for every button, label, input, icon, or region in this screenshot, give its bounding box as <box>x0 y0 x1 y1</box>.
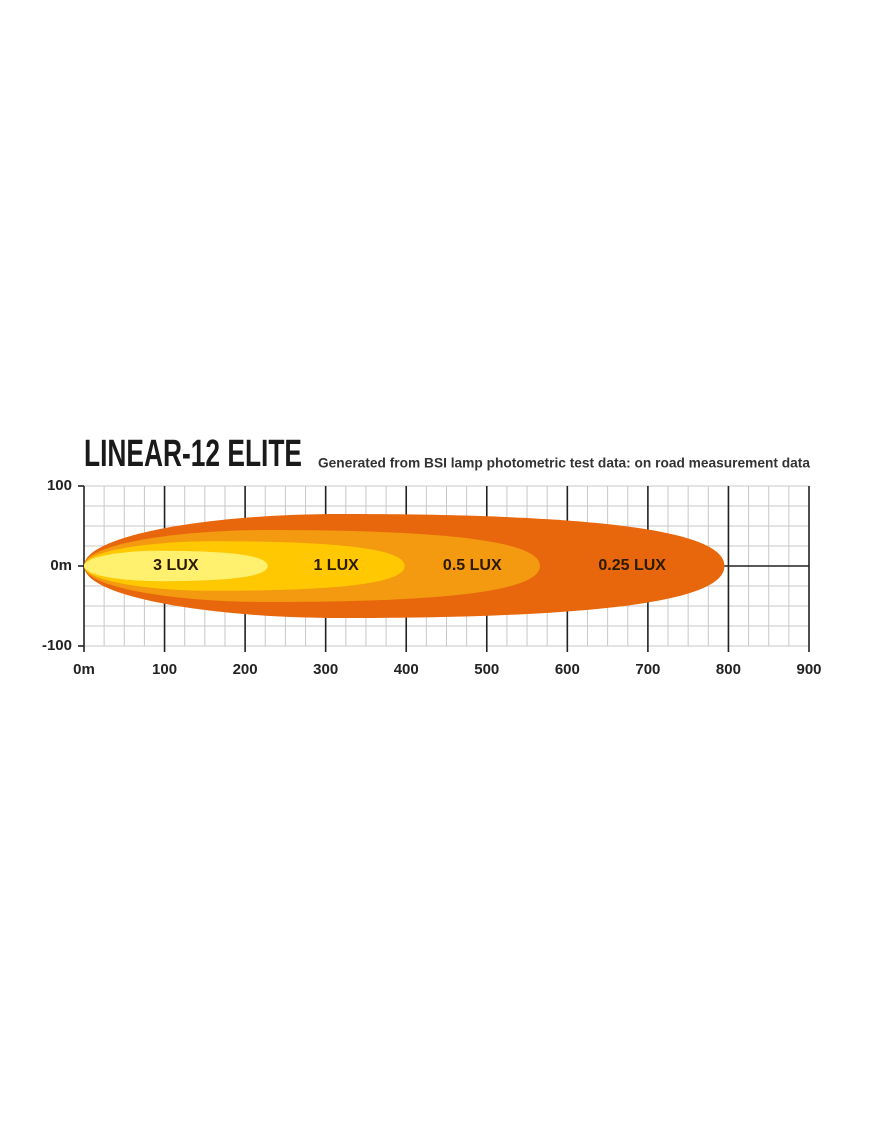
chart-subtitle: Generated from BSI lamp photometric test… <box>318 456 810 471</box>
x-tick-label: 200 <box>233 661 258 678</box>
x-tick-label: 700 <box>635 661 660 678</box>
x-tick-label: 600 <box>555 661 580 678</box>
beam-zone <box>84 550 268 582</box>
y-tick-label: 0m <box>50 557 72 574</box>
zone-label: 0.25 LUX <box>598 557 666 574</box>
zone-label: 3 LUX <box>153 557 199 574</box>
y-tick-label: 100 <box>47 477 72 494</box>
y-tick-label: -100 <box>42 637 72 654</box>
x-tick-label: 400 <box>394 661 419 678</box>
zone-label: 0.5 LUX <box>443 557 502 574</box>
x-tick-label: 500 <box>474 661 499 678</box>
x-tick-label: 100 <box>152 661 177 678</box>
chart-title: LINEAR-12 ELITE <box>84 433 302 475</box>
x-tick-label: 900 <box>796 661 821 678</box>
zone-label: 1 LUX <box>313 557 359 574</box>
x-tick-label: 0m <box>73 661 95 678</box>
x-tick-label: 300 <box>313 661 338 678</box>
x-tick-label: 800 <box>716 661 741 678</box>
